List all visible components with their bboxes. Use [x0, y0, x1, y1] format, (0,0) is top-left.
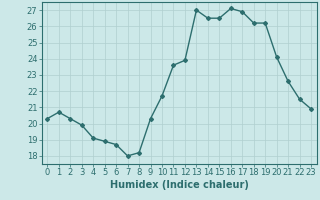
X-axis label: Humidex (Indice chaleur): Humidex (Indice chaleur): [110, 180, 249, 190]
